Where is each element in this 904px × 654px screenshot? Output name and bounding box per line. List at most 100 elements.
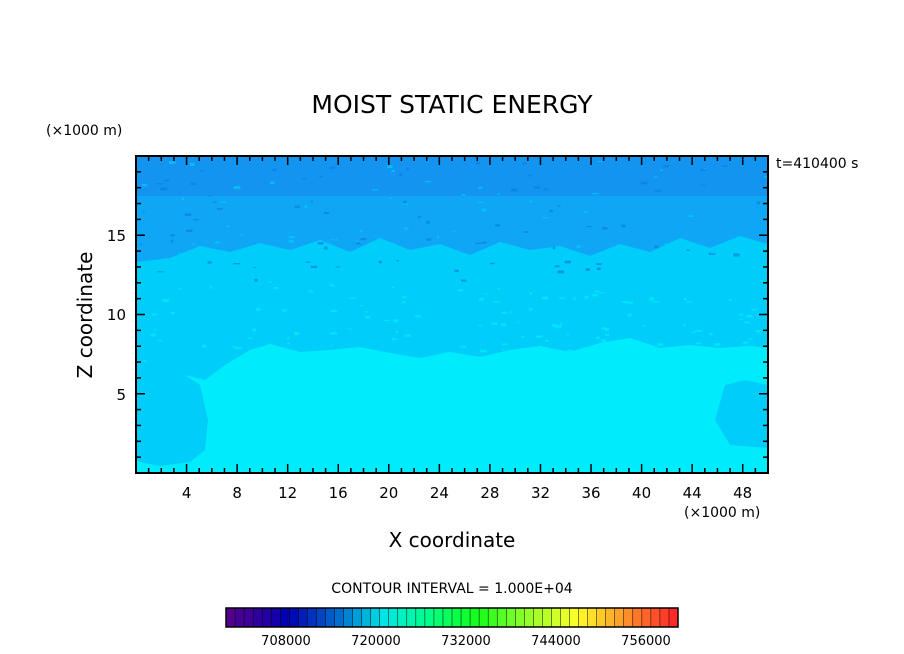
field-speckle [576, 245, 581, 249]
x-tick-20: 20 [379, 484, 398, 502]
x-unit-label: (×1000 m) [684, 505, 760, 521]
field-speckle [552, 324, 557, 327]
field-speckle [415, 315, 421, 318]
field-speckle [654, 245, 659, 249]
x-tick-40: 40 [632, 484, 651, 502]
field-speckle [640, 181, 648, 185]
field-speckle [479, 297, 485, 301]
colorbar-cell [226, 608, 236, 627]
field-speckle [391, 170, 395, 173]
field-speckle [538, 345, 541, 349]
field-speckle [764, 245, 768, 248]
colorbar-cell [452, 608, 462, 627]
colorbar-cell [551, 608, 561, 627]
field-speckle [756, 201, 761, 205]
field-speckle [695, 330, 702, 332]
field-speckle [268, 281, 272, 283]
colorbar-cell [578, 608, 588, 627]
y-axis-label: Z coordinate [73, 252, 97, 379]
field-speckle [662, 165, 669, 168]
field-speckle [288, 235, 295, 239]
field-speckle [208, 195, 212, 197]
colorbar-cell [397, 608, 408, 627]
field-speckle [527, 174, 532, 177]
field-speckle [642, 325, 645, 327]
field-speckle [543, 188, 549, 191]
field-speckle [254, 278, 258, 282]
field-speckle [254, 354, 260, 358]
colorbar-cell [605, 608, 616, 627]
field-speckle [418, 216, 421, 218]
field-speckle [355, 240, 359, 242]
colorbar-cell [488, 608, 498, 627]
field-speckle [502, 349, 505, 351]
contour-interval-label: CONTOUR INTERVAL = 1.000E+04 [331, 581, 572, 597]
field-speckle [664, 243, 672, 245]
field-speckle [654, 189, 662, 192]
colorbar-cell [343, 608, 353, 627]
field-speckle [209, 286, 212, 289]
field-speckle [529, 200, 533, 203]
field-speckle [552, 246, 556, 250]
field-speckle [605, 327, 609, 331]
colorbar-cell [659, 608, 670, 627]
field-speckle [657, 343, 664, 347]
field-speckle [549, 209, 553, 213]
field-speckle [597, 267, 601, 270]
field-speckle [383, 319, 390, 322]
field-speckle [426, 238, 432, 241]
field-speckle [359, 229, 363, 233]
field-speckle [695, 342, 702, 345]
field-speckle [522, 162, 527, 165]
field-speckle [654, 352, 662, 354]
field-speckle [151, 313, 157, 316]
field-speckle [585, 268, 590, 271]
axis-ticks [136, 156, 768, 473]
field-top-band [136, 156, 768, 196]
field-speckle [171, 239, 174, 243]
field-speckle [683, 323, 686, 326]
field-speckle [587, 352, 593, 355]
colorbar-cell [370, 608, 381, 627]
x-axis-label: X coordinate [389, 528, 516, 552]
field-speckle [557, 205, 561, 207]
field-speckle [595, 290, 600, 293]
colorbar-cell [289, 608, 299, 627]
field-speckle [192, 243, 195, 245]
field-speckle [691, 331, 696, 334]
field-speckle [358, 305, 364, 307]
field-speckle [430, 249, 438, 252]
field-speckle [627, 313, 632, 317]
colorbar-cell [361, 608, 372, 627]
field-speckle [380, 259, 384, 261]
field-speckle [460, 345, 466, 348]
field-speckle [710, 251, 717, 254]
field-speckle [329, 166, 336, 169]
field-speckle [478, 201, 484, 204]
field-speckle [402, 301, 406, 304]
chart-title: MOIST STATIC ENERGY [311, 90, 593, 119]
field-speckle [533, 186, 541, 189]
colorbar-cell [542, 608, 552, 627]
field-speckle [371, 189, 379, 191]
colorbar-cell [316, 608, 326, 627]
field-speckle [521, 335, 525, 338]
field-speckle [402, 296, 407, 298]
field-speckle [621, 224, 626, 228]
field-speckle [425, 180, 432, 183]
field-speckle [545, 339, 549, 342]
field-speckle [601, 327, 606, 330]
x-tick-32: 32 [531, 484, 550, 502]
field-speckle [542, 296, 549, 300]
colorbar-tick-label: 756000 [621, 634, 671, 649]
field-speckle [601, 339, 607, 343]
field-speckle [335, 266, 340, 268]
field-speckle [162, 299, 169, 303]
field-speckle [255, 307, 261, 311]
field-speckle [324, 246, 328, 250]
field-speckle [729, 299, 732, 302]
field-speckle [721, 165, 728, 167]
field-speckle [143, 359, 147, 362]
colorbar-cell [641, 608, 652, 627]
